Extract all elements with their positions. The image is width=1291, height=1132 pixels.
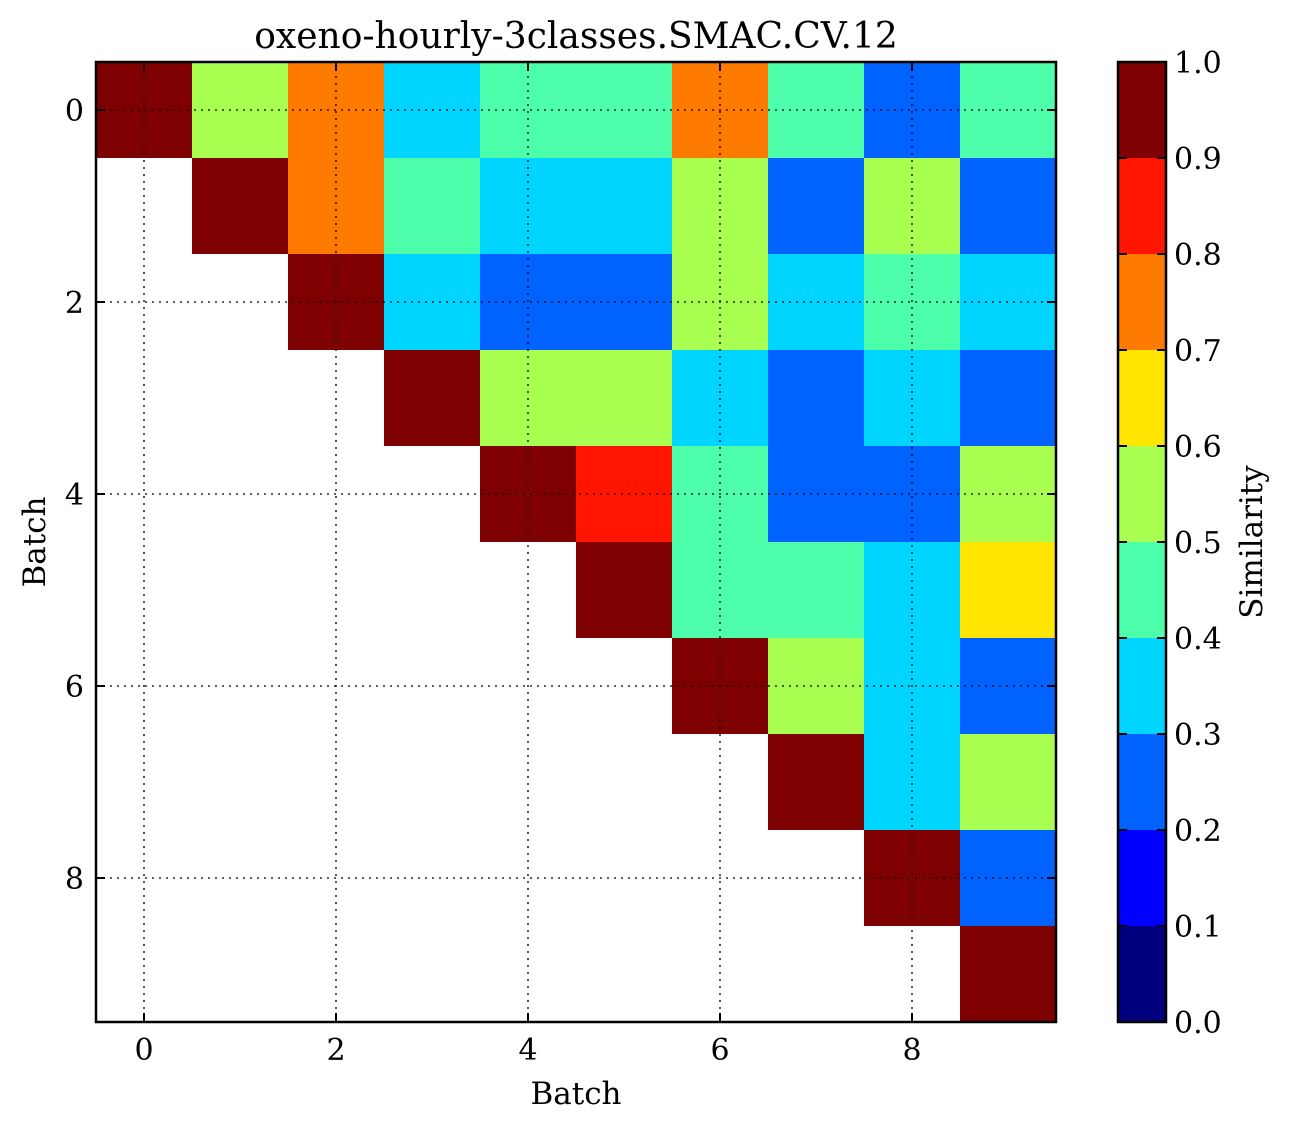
x-tick-label: 6 xyxy=(710,1033,729,1068)
heatmap-cell-r0-c1 xyxy=(192,62,288,158)
heatmap-cell-r3-c5 xyxy=(576,350,672,446)
y-axis-label: Batch xyxy=(17,496,53,587)
heatmap-cell-r9-c9 xyxy=(960,926,1056,1022)
colorbar-tick-label: 0.3 xyxy=(1174,718,1222,753)
colorbar-tick-label: 0.2 xyxy=(1174,814,1222,849)
y-axis-ticks: 0 2 4 6 8 xyxy=(65,94,1056,897)
colorbar-bin xyxy=(1118,638,1166,734)
colorbar-bin xyxy=(1118,350,1166,446)
y-tick-label: 0 xyxy=(65,94,84,129)
heatmap-cell-r4-c8 xyxy=(864,446,960,542)
colorbar-bin xyxy=(1118,734,1166,830)
colorbar-tick-label: 0.0 xyxy=(1174,1006,1222,1041)
x-axis-label: Batch xyxy=(530,1076,621,1112)
x-tick-label: 8 xyxy=(902,1033,921,1068)
y-tick-label: 6 xyxy=(65,670,84,705)
heatmap-cell-r1-c5 xyxy=(576,158,672,254)
heatmap-cell-r5-c9 xyxy=(960,542,1056,638)
colorbar-tick-label: 0.1 xyxy=(1174,910,1222,945)
colorbar-bin xyxy=(1118,542,1166,638)
heatmap-cell-r5-c5 xyxy=(576,542,672,638)
colorbar-label: Similarity xyxy=(1234,465,1270,619)
heatmap-cell-r1-c9 xyxy=(960,158,1056,254)
heatmap-cell-r7-c7 xyxy=(768,734,864,830)
colorbar-bin xyxy=(1118,254,1166,350)
colorbar-tick-label: 0.9 xyxy=(1174,142,1222,177)
colorbar-tick-label: 0.8 xyxy=(1174,238,1222,273)
x-axis-ticks: 0 2 4 6 8 xyxy=(134,62,922,1068)
colorbar-bin xyxy=(1118,830,1166,926)
heatmap-cell-r3-c9 xyxy=(960,350,1056,446)
colorbar-bin xyxy=(1118,62,1166,158)
y-tick-label: 4 xyxy=(65,478,84,513)
x-tick-label: 0 xyxy=(134,1033,153,1068)
heatmap-cells xyxy=(96,62,1056,1022)
heatmap-cell-r1-c3 xyxy=(384,158,480,254)
grid-lines xyxy=(96,62,1056,1022)
heatmap-cell-r3-c3 xyxy=(384,350,480,446)
heatmap-cell-r1-c8 xyxy=(864,158,960,254)
heatmap-cell-r3-c7 xyxy=(768,350,864,446)
colorbar-tick-label: 0.4 xyxy=(1174,622,1222,657)
colorbar-tick-label: 0.6 xyxy=(1174,430,1222,465)
x-tick-label: 2 xyxy=(326,1033,345,1068)
plot-frame xyxy=(94,60,1058,1024)
colorbar-bin xyxy=(1118,926,1166,1022)
colorbar-bin xyxy=(1118,158,1166,254)
colorbar-tick-label: 0.7 xyxy=(1174,334,1222,369)
heatmap-cell-r1-c6 xyxy=(672,158,768,254)
heatmap-cell-r7-c9 xyxy=(960,734,1056,830)
chart-title: oxeno-hourly-3classes.SMAC.CV.12 xyxy=(254,16,898,57)
heatmap-cell-r8-c8 xyxy=(864,830,960,926)
y-tick-label: 2 xyxy=(65,286,84,321)
y-tick-label: 8 xyxy=(65,862,84,897)
heatmap-cell-r1-c7 xyxy=(768,158,864,254)
x-tick-label: 4 xyxy=(518,1033,537,1068)
colorbar-tick-label: 1.0 xyxy=(1174,46,1222,81)
colorbar-tick-label: 0.5 xyxy=(1174,526,1222,561)
colorbar-ticks: 0.0 0.1 0.2 0.3 0.4 0.5 0.6 0.7 0.8 0.9 1.0 xyxy=(1118,46,1222,1041)
heatmap-cell-r4-c4 xyxy=(480,446,576,542)
heatmap-cell-r5-c7 xyxy=(768,542,864,638)
colorbar xyxy=(1118,62,1166,1022)
colorbar-bin xyxy=(1118,446,1166,542)
heatmap-cell-r1-c1 xyxy=(192,158,288,254)
heatmap-cell-r1-c4 xyxy=(480,158,576,254)
heatmap-cell-r1-c2 xyxy=(288,158,384,254)
